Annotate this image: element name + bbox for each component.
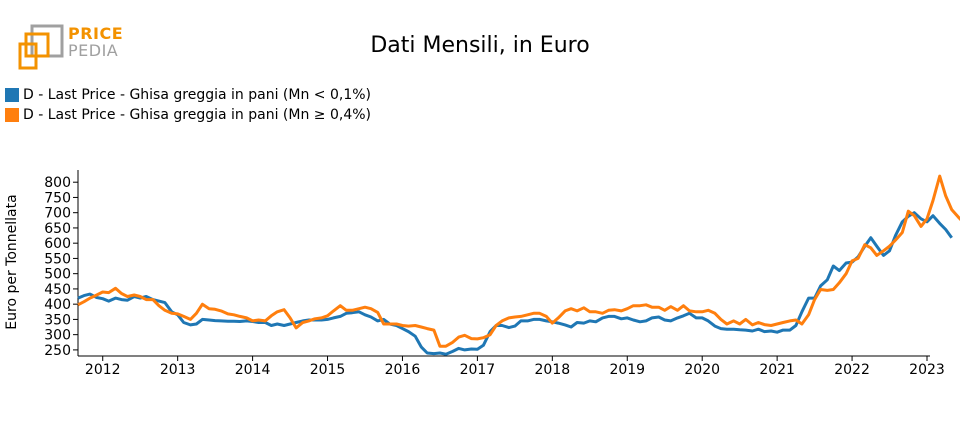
x-tick-label: 2017	[460, 362, 496, 378]
series-line-1	[77, 211, 953, 356]
y-tick-label: 750	[44, 190, 71, 206]
series-line-2	[77, 174, 960, 348]
y-tick-label: 400	[44, 297, 71, 313]
x-tick-label: 2014	[235, 362, 271, 378]
legend-label-series-1: D - Last Price - Ghisa greggia in pani (…	[23, 87, 371, 103]
y-tick-label: 350	[44, 312, 71, 328]
y-tick-label: 550	[44, 251, 71, 267]
legend-label-series-2: D - Last Price - Ghisa greggia in pani (…	[23, 107, 371, 123]
x-tick-label: 2023	[909, 362, 945, 378]
pricepedia-logo: PRICE PEDIA	[18, 24, 128, 72]
legend-item-series-2[interactable]: D - Last Price - Ghisa greggia in pani (…	[5, 105, 371, 125]
x-tick-label: 2022	[834, 362, 870, 378]
x-tick-label: 2015	[310, 362, 346, 378]
y-tick-label: 500	[44, 267, 71, 283]
y-tick-label: 250	[44, 343, 71, 359]
y-tick-label: 600	[44, 236, 71, 252]
y-tick-label: 700	[44, 206, 71, 222]
x-tick-label: 2021	[759, 362, 795, 378]
x-tick-label: 2013	[160, 362, 196, 378]
legend-item-series-1[interactable]: D - Last Price - Ghisa greggia in pani (…	[5, 85, 371, 105]
y-tick-label: 450	[44, 282, 71, 298]
logo-word-price: PRICE	[68, 24, 124, 43]
chart-title: Dati Mensili, in Euro	[370, 33, 590, 58]
logo-word-pedia: PEDIA	[68, 41, 119, 60]
x-tick-label: 2019	[609, 362, 645, 378]
legend-swatch-series-1	[5, 88, 19, 102]
logo-mark-icon	[18, 24, 64, 70]
y-tick-label: 800	[44, 175, 71, 191]
x-tick-label: 2020	[684, 362, 720, 378]
y-axis-label: Euro per Tonnellata	[4, 194, 20, 329]
x-tick-label: 2016	[385, 362, 421, 378]
x-tick-label: 2012	[85, 362, 121, 378]
legend-swatch-series-2	[5, 108, 19, 122]
x-tick-label: 2018	[535, 362, 571, 378]
y-tick-label: 300	[44, 328, 71, 344]
series-lines	[77, 174, 960, 356]
legend: D - Last Price - Ghisa greggia in pani (…	[5, 85, 371, 125]
y-tick-label: 650	[44, 221, 71, 237]
